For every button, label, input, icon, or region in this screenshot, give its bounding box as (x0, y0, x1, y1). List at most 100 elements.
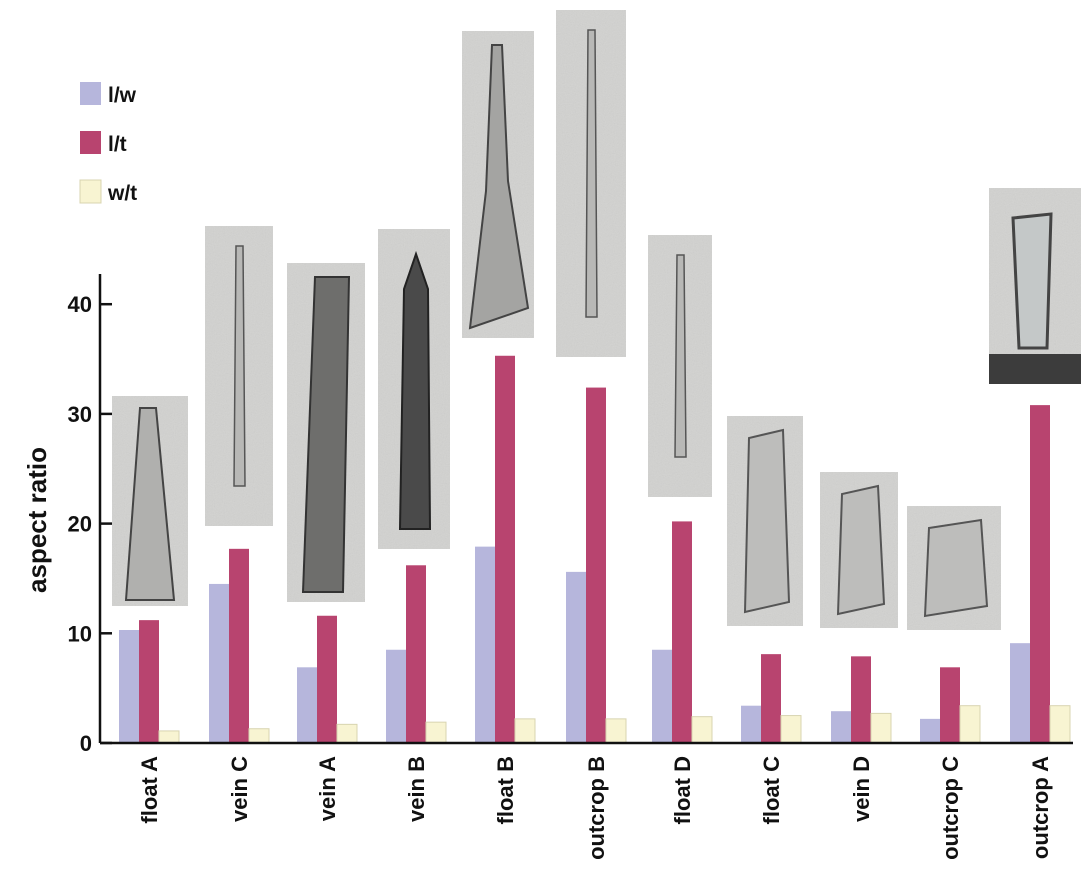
crystal-shape (674, 254, 687, 458)
bar (652, 649, 672, 743)
crystal-shape (301, 276, 351, 593)
crystal-image (556, 10, 626, 357)
bar (139, 620, 159, 743)
legend: l/w l/t w/t (79, 82, 137, 205)
y-tick-label: 30 (68, 402, 92, 427)
photo-shadow (989, 354, 1081, 384)
y-tick-label: 10 (68, 621, 92, 646)
bar (1010, 643, 1030, 743)
bar-group (386, 565, 447, 744)
crystal-image (907, 506, 1001, 630)
x-tick-label: float D (670, 756, 695, 824)
bar-group (119, 620, 180, 744)
bar (940, 667, 960, 743)
bar-group (566, 387, 627, 744)
bar (209, 583, 229, 743)
x-tick-label: float A (137, 756, 162, 824)
crystal-shape (1011, 212, 1053, 350)
bar (761, 654, 781, 743)
bar-group (1010, 405, 1071, 744)
bar-group (475, 355, 536, 744)
bar (605, 718, 627, 744)
bar (475, 546, 495, 743)
crystal-image (462, 31, 534, 338)
crystal-shape (398, 250, 432, 530)
x-tick-label: vein B (404, 756, 429, 822)
y-tick-label: 20 (68, 512, 92, 537)
bar-group (297, 615, 358, 744)
bars (119, 355, 1071, 744)
crystal-image (287, 263, 365, 602)
y-ticks: 0 10 20 30 40 (68, 292, 112, 756)
x-tick-label: vein D (849, 756, 874, 822)
crystal-shape (743, 428, 791, 614)
bar (586, 387, 606, 743)
bar (229, 548, 249, 743)
legend-label: w/t (107, 182, 137, 205)
bar (672, 521, 692, 743)
bar (851, 656, 871, 743)
bar (870, 712, 892, 744)
crystal-shape (233, 245, 246, 487)
x-tick-labels: float A vein C vein A vein B float B outcrop … (137, 756, 1053, 860)
bar (514, 718, 536, 744)
crystal-image (205, 226, 273, 526)
crystal-shape (124, 407, 176, 601)
crystal-shape (923, 518, 989, 618)
bar (1049, 705, 1071, 744)
legend-item: l/t (80, 131, 127, 156)
x-tick-label: outcrop B (584, 756, 609, 860)
legend-swatch (80, 82, 101, 105)
crystal-image (378, 229, 450, 549)
bar (566, 571, 586, 743)
x-tick-label: vein C (227, 756, 252, 822)
legend-swatch (80, 131, 101, 154)
crystal-shape (585, 29, 598, 318)
x-tick-label: float C (759, 756, 784, 825)
x-tick-label: outcrop A (1028, 756, 1053, 859)
crystal-micrographs (112, 10, 1081, 630)
bar (248, 728, 270, 744)
bar (780, 715, 802, 744)
crystal-image (820, 472, 898, 628)
y-tick-label: 0 (80, 731, 92, 756)
y-axis-title: aspect ratio (22, 447, 52, 593)
bar (920, 718, 940, 743)
bar-group (920, 667, 981, 744)
bar (691, 716, 713, 744)
bar (386, 649, 406, 743)
x-tick-label: vein A (315, 756, 340, 821)
x-tick-label: outcrop C (938, 756, 963, 860)
bar (1030, 405, 1050, 743)
bar-group (831, 656, 892, 744)
bar-group (741, 654, 802, 744)
bar (959, 705, 981, 744)
y-tick-label: 40 (68, 292, 92, 317)
legend-swatch (79, 179, 102, 204)
legend-item: l/w (80, 82, 137, 107)
bar (317, 615, 337, 743)
bar (425, 721, 447, 744)
crystal-shape (468, 44, 530, 330)
bar-group (209, 548, 270, 744)
bar (119, 630, 139, 743)
crystal-image (989, 188, 1081, 384)
bar (336, 723, 358, 744)
bar (406, 565, 426, 743)
x-tick-label: float B (493, 756, 518, 824)
crystal-image (112, 396, 188, 606)
axes (98, 274, 1073, 745)
legend-item: w/t (79, 179, 137, 205)
legend-label: l/w (108, 84, 137, 107)
bar (831, 711, 851, 743)
bar (495, 355, 515, 743)
bar (297, 667, 317, 743)
bar-group (652, 521, 713, 744)
legend-label: l/t (108, 133, 127, 156)
crystal-image (727, 416, 803, 626)
crystal-image (648, 235, 712, 497)
bar (741, 705, 761, 743)
bar (158, 730, 180, 744)
crystal-shape (836, 484, 886, 616)
